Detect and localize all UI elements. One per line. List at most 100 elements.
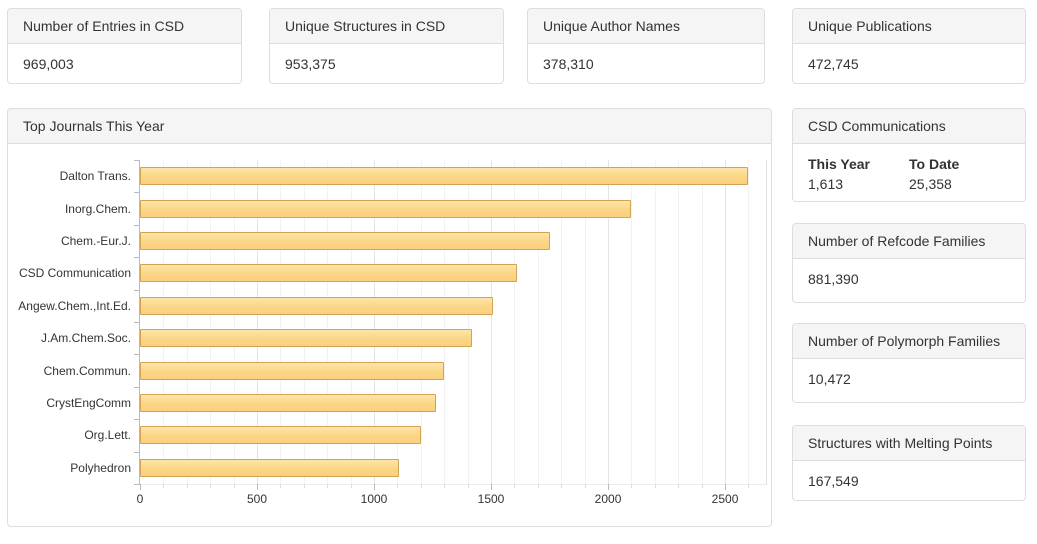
y-axis-tick: [134, 419, 140, 421]
minor-axis-tick: [537, 484, 539, 488]
y-axis-tick: [134, 354, 140, 356]
gridline: [257, 160, 258, 484]
x-tick-label: 0: [136, 492, 144, 506]
x-axis-tick: [257, 484, 258, 490]
y-axis-tick: [134, 160, 140, 161]
gridline: [654, 160, 656, 484]
gridline: [561, 160, 563, 484]
this-year-column: This Year 1,613: [808, 156, 909, 192]
bar: [140, 167, 749, 186]
plot-area: 0 500 1000 1500 2000 2500 Dalton Trans. Inorg.C…: [18, 160, 767, 505]
x-tick-label: 1500: [477, 492, 505, 506]
polymorph-families-panel: Number of Polymorph Families 10,472: [792, 323, 1026, 403]
minor-axis-tick: [631, 484, 633, 488]
gridline: [327, 160, 329, 484]
minor-axis-tick: [514, 484, 516, 488]
minor-axis-tick: [350, 484, 352, 488]
minor-axis-tick: [303, 484, 305, 488]
minor-axis-tick: [233, 484, 235, 488]
gridline: [444, 160, 446, 484]
minor-axis-tick: [561, 484, 563, 488]
x-axis-tick: [374, 484, 376, 490]
minor-axis-tick: [467, 484, 469, 488]
minor-axis-tick: [420, 484, 422, 488]
stat-card-entries: Number of Entries in CSD 969,003: [7, 8, 242, 84]
stat-card-title: Unique Structures in CSD: [270, 9, 503, 44]
panel-title: CSD Communications: [793, 109, 1025, 144]
bar: [140, 296, 494, 315]
melting-points-panel: Structures with Melting Points 167,549: [792, 425, 1026, 501]
this-year-label: This Year: [808, 156, 871, 172]
y-axis-tick: [134, 289, 140, 291]
this-year-value: 1,613: [808, 176, 844, 192]
x-tick-label: 500: [246, 492, 268, 506]
category-label: J.Am.Chem.Soc.: [40, 331, 131, 346]
to-date-label: To Date: [909, 156, 960, 172]
x-axis-tick: [725, 484, 727, 490]
bar: [140, 232, 550, 250]
minor-axis-tick: [280, 484, 282, 488]
to-date-column: To Date 25,358: [909, 156, 1010, 192]
stat-card-value: 953,375: [285, 56, 336, 72]
gridline: [350, 160, 352, 484]
panel-value: 10,472: [808, 371, 851, 387]
bar: [140, 264, 518, 283]
bar: [140, 199, 632, 218]
refcode-families-panel: Number of Refcode Families 881,390: [792, 223, 1026, 303]
panel-title: Structures with Melting Points: [793, 426, 1025, 461]
minor-axis-tick: [444, 484, 446, 488]
csd-communications-panel: CSD Communications This Year 1,613 To Da…: [792, 108, 1026, 202]
gridline: [467, 160, 469, 484]
stat-card-title: Unique Publications: [793, 9, 1025, 44]
x-tick-label: 2500: [711, 492, 739, 506]
gridline: [678, 160, 680, 484]
gridline: [608, 160, 610, 484]
stat-card-value: 378,310: [543, 56, 594, 72]
minor-axis-tick: [654, 484, 656, 488]
gridline: [420, 160, 422, 484]
stat-card-unique-structures: Unique Structures in CSD 953,375: [269, 8, 504, 84]
gridline: [584, 160, 586, 484]
gridline: [725, 160, 727, 484]
panel-title: Number of Refcode Families: [793, 224, 1025, 259]
bar: [140, 426, 421, 445]
bar: [140, 361, 445, 380]
category-label: CrystEngComm: [46, 396, 131, 410]
stat-card-publications: Unique Publications 472,745: [792, 8, 1026, 84]
category-label: Angew.Chem.,Int.Ed.: [18, 298, 131, 313]
category-label: Polyhedron: [70, 460, 131, 475]
category-label: Org.Lett.: [84, 428, 131, 443]
gridline: [397, 160, 399, 484]
gridline: [514, 160, 516, 484]
y-axis-tick: [134, 257, 140, 259]
category-label: Dalton Trans.: [59, 169, 131, 184]
gridline: [491, 160, 493, 484]
stat-card-title: Unique Author Names: [528, 9, 764, 44]
x-axis-tick: [608, 484, 610, 490]
y-axis-tick: [134, 322, 140, 323]
x-axis-tick: [491, 484, 493, 490]
panel-value: 167,549: [808, 473, 859, 489]
panel-title: Number of Polymorph Families: [793, 324, 1025, 359]
gridline: [233, 160, 235, 484]
bar: [140, 329, 473, 348]
x-tick-label: 1000: [360, 492, 388, 506]
stat-card-title: Number of Entries in CSD: [8, 9, 241, 44]
y-axis-tick: [134, 484, 140, 485]
x-tick-label: 2000: [594, 492, 622, 506]
y-axis-tick: [134, 224, 140, 226]
category-label: CSD Communication: [18, 266, 131, 281]
top-journals-panel: Top Journals This Year 0 500 1000 1500 2000 2…: [7, 108, 772, 527]
stat-card-author-names: Unique Author Names 378,310: [527, 8, 765, 84]
stat-card-value: 472,745: [808, 56, 859, 72]
to-date-value: 25,358: [909, 176, 952, 192]
minor-axis-tick: [397, 484, 399, 488]
minor-axis-tick: [327, 484, 329, 488]
bar: [140, 458, 399, 477]
gridline: [701, 160, 703, 484]
minor-axis-tick: [748, 484, 750, 488]
minor-axis-tick: [163, 484, 165, 488]
gridline: [303, 160, 305, 484]
y-axis-tick: [134, 386, 140, 388]
gridline: [748, 160, 750, 484]
